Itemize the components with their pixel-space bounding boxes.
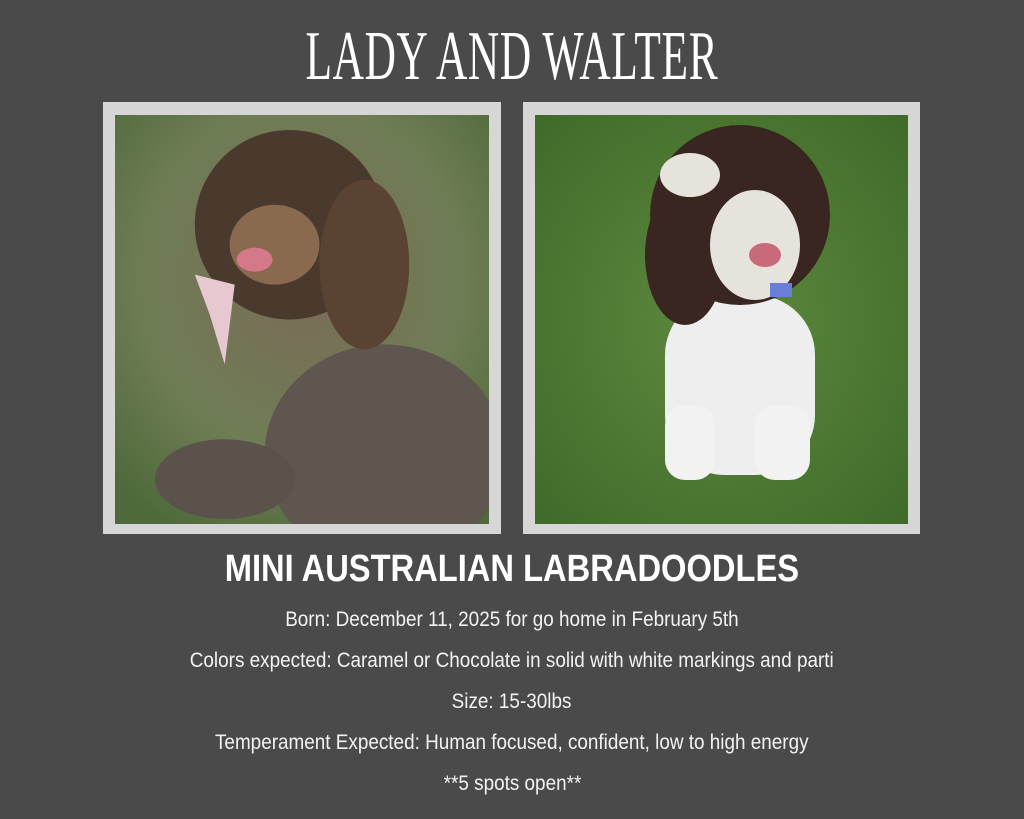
size-detail: Size: 15-30lbs xyxy=(452,690,572,713)
page-title: LADY AND WALTER xyxy=(305,18,719,95)
colors-detail: Colors expected: Caramel or Chocolate in… xyxy=(190,649,834,672)
dog-photo-lady xyxy=(115,115,489,524)
photo-frame-lady xyxy=(103,102,501,534)
temperament-detail: Temperament Expected: Human focused, con… xyxy=(215,731,809,754)
photo-frame-walter xyxy=(523,102,920,534)
dog-photo-walter xyxy=(535,115,908,524)
born-detail: Born: December 11, 2025 for go home in F… xyxy=(285,608,739,631)
breed-heading: MINI AUSTRALIAN LABRADOODLES xyxy=(224,548,800,590)
spots-open-detail: **5 spots open** xyxy=(443,772,581,795)
